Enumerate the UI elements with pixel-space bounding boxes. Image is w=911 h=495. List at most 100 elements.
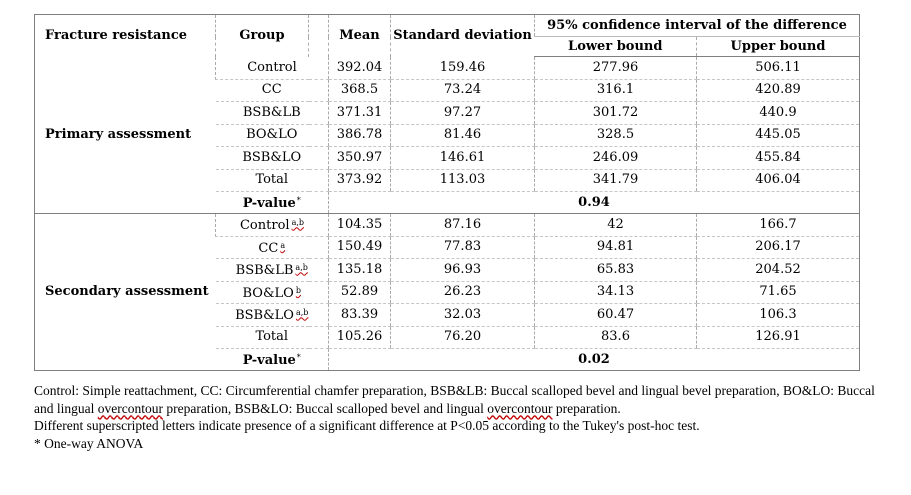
abbreviations-text-3: preparation. (552, 400, 621, 416)
pvalue-label: P-value (242, 196, 296, 211)
sd-cell: 146.61 (390, 146, 535, 170)
mean-cell: 392.04 (328, 56, 391, 80)
mean-cell: 368.5 (328, 79, 391, 102)
upper-bound-cell: 166.7 (696, 213, 860, 237)
table-row: Total 105.26 76.20 83.6 126.91 (35, 326, 860, 349)
upper-bound-cell: 455.84 (696, 146, 860, 170)
lower-bound-cell: 83.6 (534, 326, 697, 349)
lower-bound-cell: 301.72 (534, 101, 697, 125)
upper-bound-cell: 71.65 (696, 281, 860, 304)
significance-letters: a,b (295, 263, 308, 273)
group-cell: BSB&LB (215, 101, 329, 125)
significance-letters: a (280, 240, 286, 250)
table-row: BSB&LO 350.97 146.61 246.09 455.84 (35, 146, 860, 170)
header-spacer (308, 14, 329, 57)
mean-cell: 386.78 (328, 124, 391, 147)
mean-cell: 371.31 (328, 101, 391, 125)
group-cell: CC a (215, 236, 329, 259)
upper-bound-cell: 206.17 (696, 236, 860, 259)
sd-cell: 73.24 (390, 79, 535, 102)
group-cell: CC (215, 79, 329, 102)
pvalue-label: P-value (242, 353, 296, 368)
sd-cell: 97.27 (390, 101, 535, 125)
table-row: BO&LO 386.78 81.46 328.5 445.05 (35, 124, 860, 147)
abbreviations-text-1: Control: Simple reattachment, CC: Circum… (34, 383, 875, 416)
table-row: Total 373.92 113.03 341.79 406.04 (35, 169, 860, 192)
group-cell: BSB&LO (215, 146, 329, 170)
upper-bound-cell: 420.89 (696, 79, 860, 102)
abbreviations-word-2: overcontour (487, 400, 553, 416)
abbreviations-word-1: overcontour (97, 400, 163, 416)
upper-bound-cell: 204.52 (696, 258, 860, 282)
lower-bound-cell: 34.13 (534, 281, 697, 304)
upper-bound-cell: 106.3 (696, 303, 860, 327)
mean-cell: 135.18 (328, 258, 391, 282)
group-name: BO&LO (242, 285, 294, 301)
assessment-label: Secondary assessment (34, 213, 216, 371)
pvalue-row: P-value* 0.02 (35, 348, 860, 371)
pvalue-label-cell: P-value* (215, 191, 329, 214)
mean-cell: 350.97 (328, 146, 391, 170)
table-row: BO&LO b 52.89 26.23 34.13 71.65 (35, 281, 860, 304)
pvalue-cell: 0.94 (328, 191, 860, 214)
header-row-1: Fracture resistance Group Mean Standard … (35, 14, 860, 57)
table-row: CC a 150.49 77.83 94.81 206.17 (35, 236, 860, 259)
table-row: BSB&LB a,b 135.18 96.93 65.83 204.52 (35, 258, 860, 282)
group-name: Total (255, 329, 289, 345)
group-name: Control (239, 218, 290, 234)
lower-bound-cell: 246.09 (534, 146, 697, 170)
sd-cell: 76.20 (390, 326, 535, 349)
assessment-label: Primary assessment (34, 56, 216, 214)
header-row-2: Lower bound Upper bound (35, 36, 860, 57)
group-name: Control (247, 59, 297, 75)
upper-bound-cell: 440.9 (696, 101, 860, 125)
significance-letters: b (295, 285, 301, 295)
results-table: Fracture resistance Group Mean Standard … (34, 14, 860, 371)
group-name: BSB&LO (242, 149, 302, 165)
table-notes: Control: Simple reattachment, CC: Circum… (34, 382, 894, 452)
abbreviations-text-2: preparation, BSB&LO: Buccal scalloped be… (162, 400, 488, 416)
header-upper-bound: Upper bound (696, 36, 860, 57)
mean-cell: 105.26 (328, 326, 391, 349)
group-cell: BO&LO (215, 124, 329, 147)
sd-cell: 159.46 (390, 56, 535, 80)
header-mean: Mean (328, 14, 391, 57)
pvalue-cell: 0.02 (328, 348, 860, 371)
superscript-note: Different superscripted letters indicate… (34, 418, 700, 433)
header-standard-deviation: Standard deviation (390, 14, 535, 57)
table-row: Primary assessment Control 392.04 159.46 277… (34, 56, 860, 214)
table-row: Secondary assessment Control a,b 104.35 87.1… (34, 213, 860, 371)
table-row: BSB&LB 371.31 97.27 301.72 440.9 (35, 101, 860, 125)
sd-cell: 26.23 (390, 281, 535, 304)
significance-letters: a,b (295, 308, 309, 318)
group-cell: Control a,b (215, 213, 329, 237)
mean-cell: 83.39 (328, 303, 391, 327)
sd-cell: 87.16 (390, 213, 535, 237)
table-row: CC 368.5 73.24 316.1 420.89 (35, 79, 860, 102)
sd-cell: 81.46 (390, 124, 535, 147)
pvalue-row: P-value* 0.94 (35, 191, 860, 214)
lower-bound-cell: 328.5 (534, 124, 697, 147)
upper-bound-cell: 406.04 (696, 169, 860, 192)
lower-bound-cell: 341.79 (534, 169, 697, 192)
group-name: CC (261, 82, 282, 98)
header-fracture-resistance: Fracture resistance (45, 27, 188, 43)
group-cell: Total (215, 169, 329, 192)
header-lower-bound: Lower bound (534, 36, 697, 57)
mean-cell: 150.49 (328, 236, 391, 259)
significance-letters: a,b (291, 218, 304, 228)
mean-cell: 104.35 (328, 213, 391, 237)
mean-cell: 373.92 (328, 169, 391, 192)
group-cell: Control (215, 56, 329, 80)
abbreviations-note: Control: Simple reattachment, CC: Circum… (34, 382, 894, 417)
lower-bound-cell: 277.96 (534, 56, 697, 80)
group-cell: Total (215, 326, 329, 349)
table-row: BSB&LO a,b 83.39 32.03 60.47 106.3 (35, 303, 860, 327)
lower-bound-cell: 94.81 (534, 236, 697, 259)
pvalue-mark: * (296, 196, 301, 205)
lower-bound-cell: 60.47 (534, 303, 697, 327)
mean-cell: 52.89 (328, 281, 391, 304)
sd-cell: 77.83 (390, 236, 535, 259)
group-cell: BO&LO b (215, 281, 329, 304)
lower-bound-cell: 65.83 (534, 258, 697, 282)
